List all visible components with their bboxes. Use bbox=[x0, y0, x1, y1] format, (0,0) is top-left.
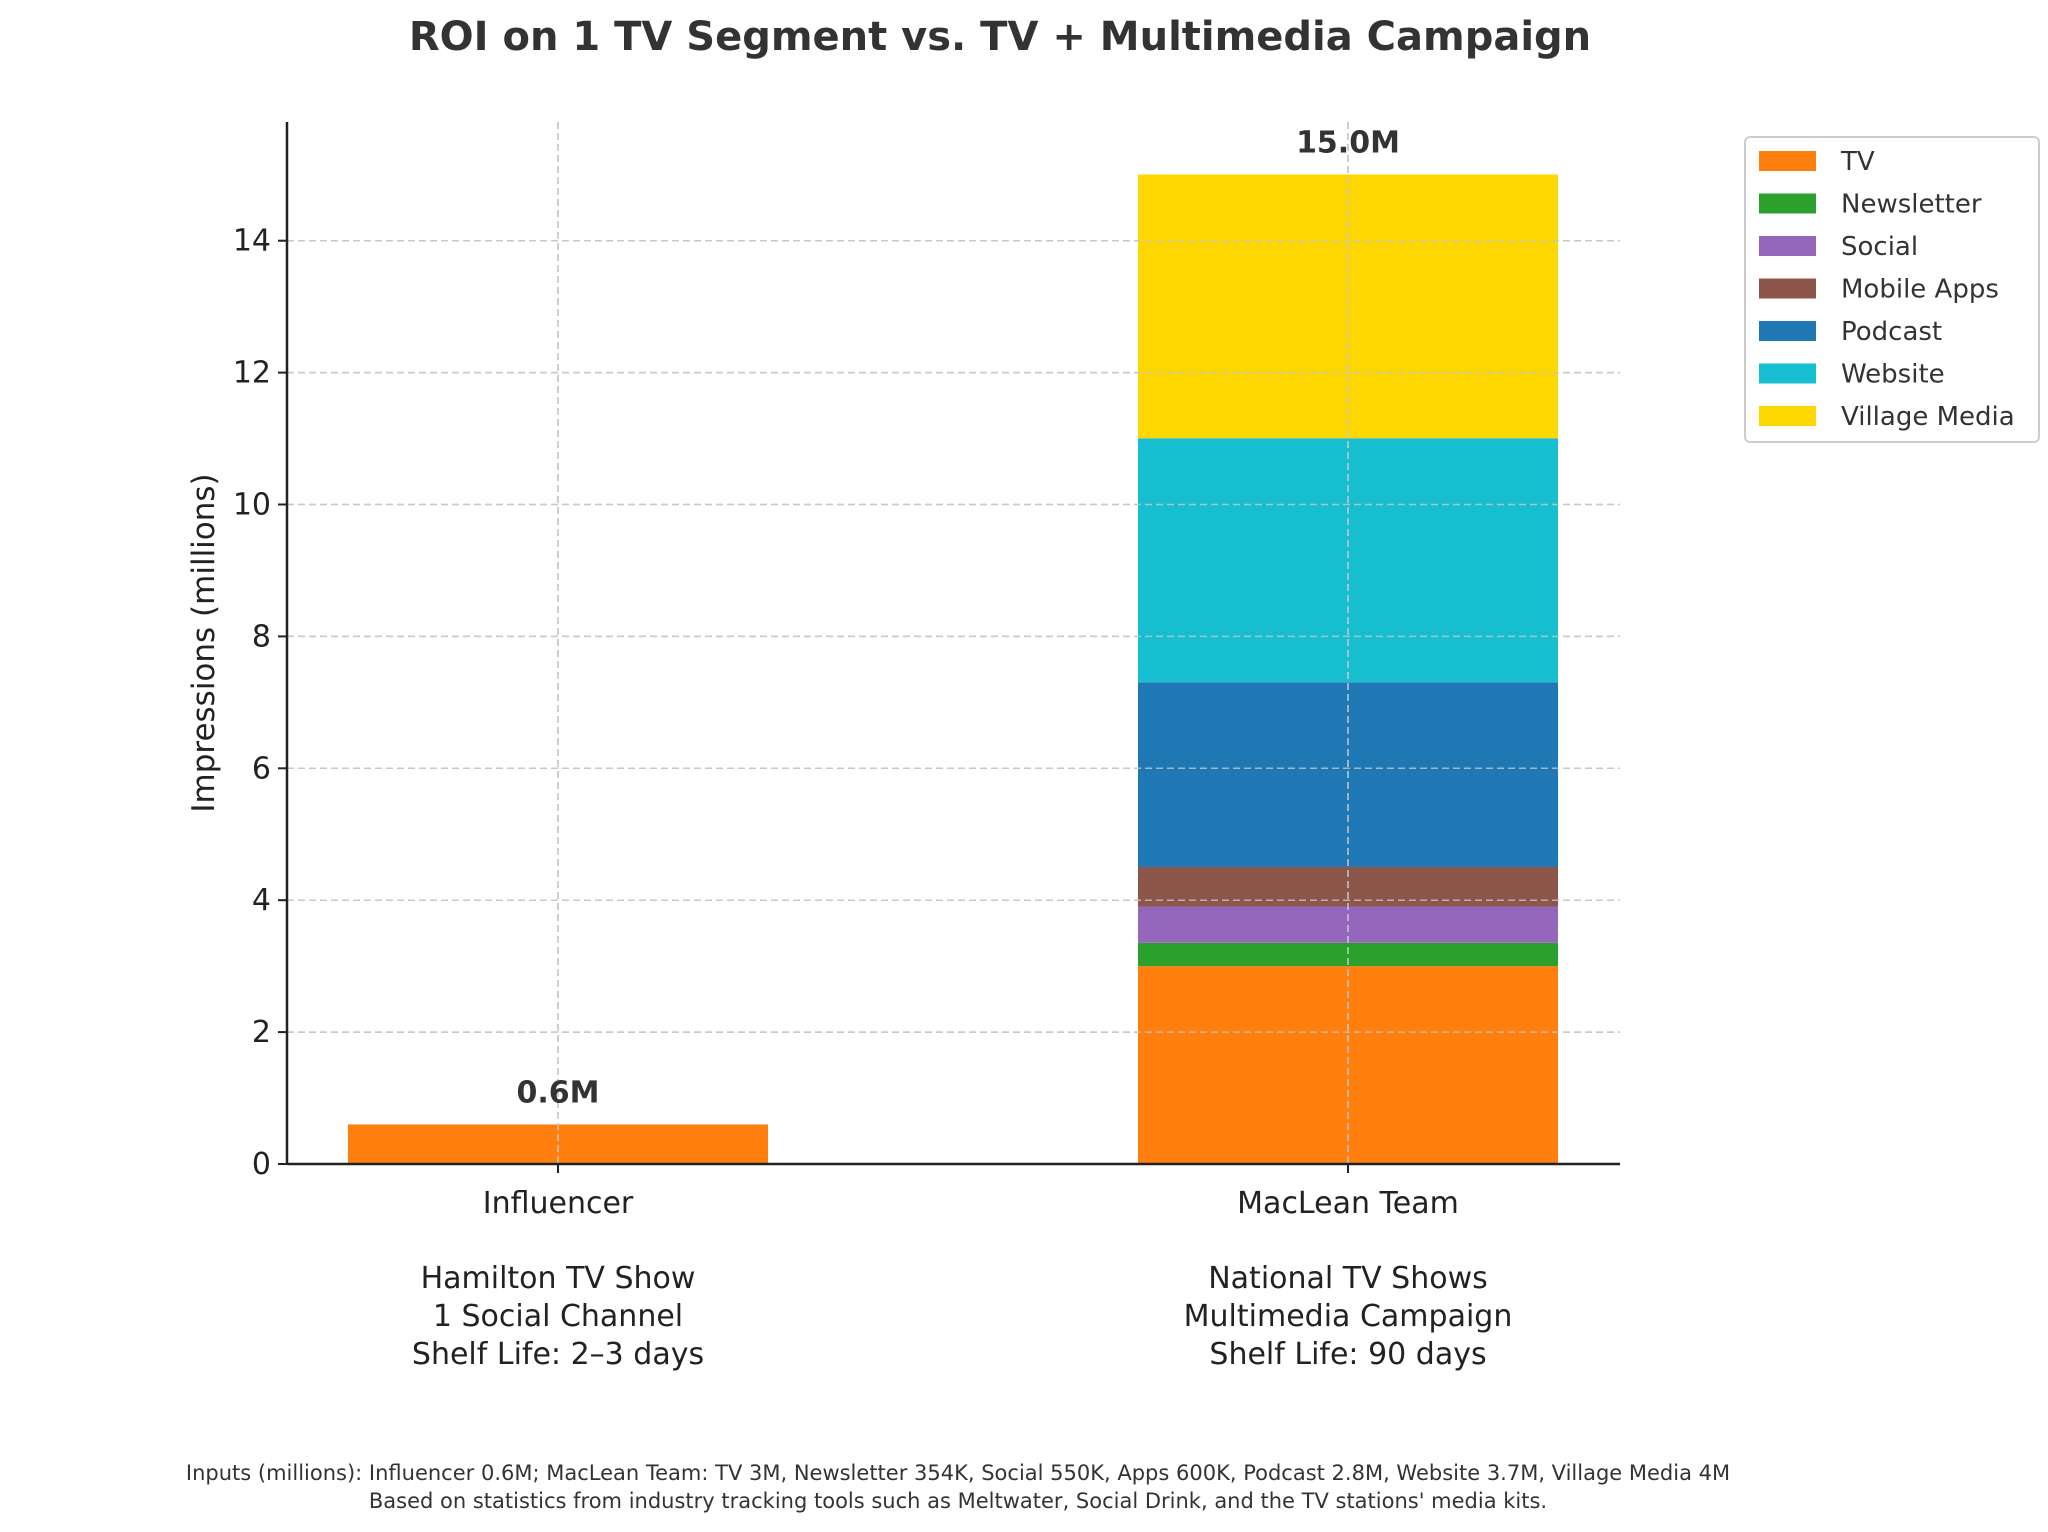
footnotes: Inputs (millions): Influencer 0.6M; MacL… bbox=[186, 1461, 1730, 1513]
category-sublabel: National TV Shows bbox=[1208, 1261, 1488, 1296]
legend-swatch bbox=[1759, 278, 1816, 299]
category-sublabel: 1 Social Channel bbox=[433, 1299, 683, 1334]
category-sublabel: Shelf Life: 90 days bbox=[1209, 1337, 1486, 1372]
category-sublabel: Hamilton TV Show bbox=[421, 1261, 696, 1296]
bar-total-label: 15.0M bbox=[1296, 125, 1400, 160]
bar-segment-tv bbox=[1138, 966, 1558, 1164]
legend-entry-label: Social bbox=[1841, 232, 1918, 262]
bar-segment-newsletter bbox=[1138, 942, 1558, 967]
legend-swatch bbox=[1759, 151, 1816, 171]
x-ticks: Influencer MacLean Team bbox=[483, 1164, 1459, 1221]
footnote-line: Inputs (millions): Influencer 0.6M; MacL… bbox=[186, 1461, 1730, 1485]
legend-entry-label: Mobile Apps bbox=[1841, 275, 1999, 305]
bars bbox=[287, 122, 1620, 1164]
legend-entry-label: Village Media bbox=[1841, 402, 2015, 432]
legend: TV Newsletter Social Mobile Apps Podcast Webs… bbox=[1744, 136, 2040, 443]
y-tick-label: 14 bbox=[233, 224, 271, 259]
y-tick-label: 8 bbox=[252, 619, 271, 654]
legend-entry-label: Podcast bbox=[1841, 317, 1942, 347]
axes bbox=[285, 122, 1620, 1166]
y-axis-label: Impressions (millions) bbox=[186, 473, 222, 812]
category-sublabel: Multimedia Campaign bbox=[1184, 1299, 1513, 1334]
bar-total-label: 0.6M bbox=[517, 1075, 600, 1110]
y-tick-label: 2 bbox=[252, 1015, 271, 1050]
y-tick-label: 4 bbox=[252, 883, 271, 918]
bar-segment-village-media bbox=[1138, 174, 1558, 439]
category-sublabel: Shelf Life: 2–3 days bbox=[412, 1337, 704, 1372]
legend-swatch bbox=[1759, 193, 1816, 214]
legend-swatch bbox=[1759, 363, 1816, 384]
y-tick-label: 12 bbox=[233, 356, 271, 391]
bar-total-labels: 0.6M 15.0M bbox=[517, 125, 1400, 1110]
legend-swatch bbox=[1759, 406, 1816, 426]
y-tick-label: 6 bbox=[252, 751, 271, 786]
chart-title: ROI on 1 TV Segment vs. TV + Multimedia … bbox=[409, 14, 1591, 60]
x-tick-label: Influencer bbox=[483, 1186, 634, 1221]
legend-entry-label: TV bbox=[1840, 147, 1875, 177]
x-tick-label: MacLean Team bbox=[1237, 1186, 1459, 1221]
legend-entry-label: Newsletter bbox=[1841, 190, 1982, 220]
legend-swatch bbox=[1759, 321, 1816, 341]
y-ticks: 0 2 4 6 8 10 12 14 bbox=[233, 224, 287, 1182]
legend-swatch bbox=[1759, 236, 1816, 256]
legend-box bbox=[1744, 136, 2040, 443]
y-tick-label: 10 bbox=[233, 488, 271, 523]
y-tick-label: 0 bbox=[252, 1147, 271, 1182]
footnote-line: Based on statistics from industry tracki… bbox=[369, 1489, 1547, 1513]
legend-entry-label: Website bbox=[1841, 360, 1945, 390]
